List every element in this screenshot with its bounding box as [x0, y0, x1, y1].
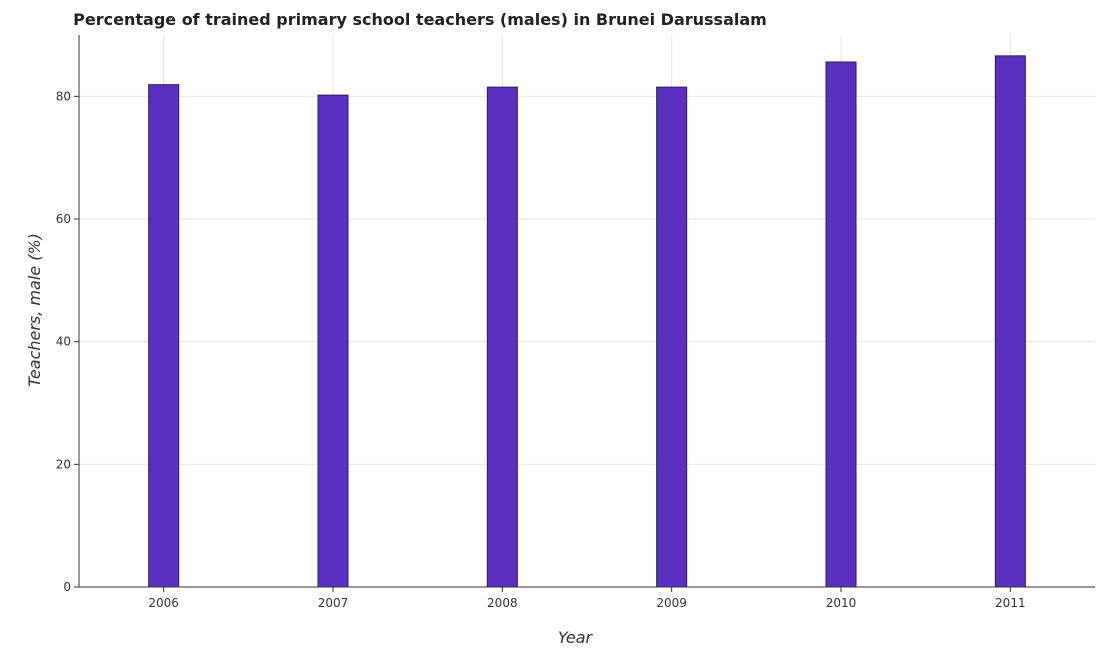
- gridlines: [79, 35, 1095, 588]
- bars: [148, 55, 1026, 588]
- x-tick-label: 2009: [656, 596, 687, 610]
- y-tick-label: 40: [56, 335, 71, 349]
- y-tick-label: 20: [56, 457, 71, 471]
- x-tick-label: 2011: [995, 596, 1026, 610]
- x-tick-label: 2007: [318, 596, 349, 610]
- bar-2011: [994, 55, 1026, 588]
- x-tick-label: 2008: [487, 596, 518, 610]
- y-axis-label: Teachers, male (%): [25, 233, 44, 387]
- x-axis-ticks: 2006 2007 2008 2009 2010 2011: [148, 587, 1026, 610]
- y-tick-label: 60: [56, 212, 71, 226]
- bar-2009: [656, 86, 688, 588]
- bar-2006: [148, 84, 180, 588]
- bar-2007: [317, 94, 349, 588]
- bar-2010: [825, 61, 857, 588]
- axes: [78, 35, 1095, 588]
- y-tick-label: 0: [63, 580, 71, 594]
- y-tick-label: 80: [56, 89, 71, 103]
- y-axis-ticks: 0 20 40 60 80: [56, 89, 79, 594]
- chart-title: Percentage of trained primary school tea…: [73, 10, 767, 29]
- x-tick-label: 2010: [826, 596, 857, 610]
- bar-2008: [486, 86, 518, 588]
- x-axis-label: Year: [558, 628, 594, 647]
- x-tick-label: 2006: [148, 596, 179, 610]
